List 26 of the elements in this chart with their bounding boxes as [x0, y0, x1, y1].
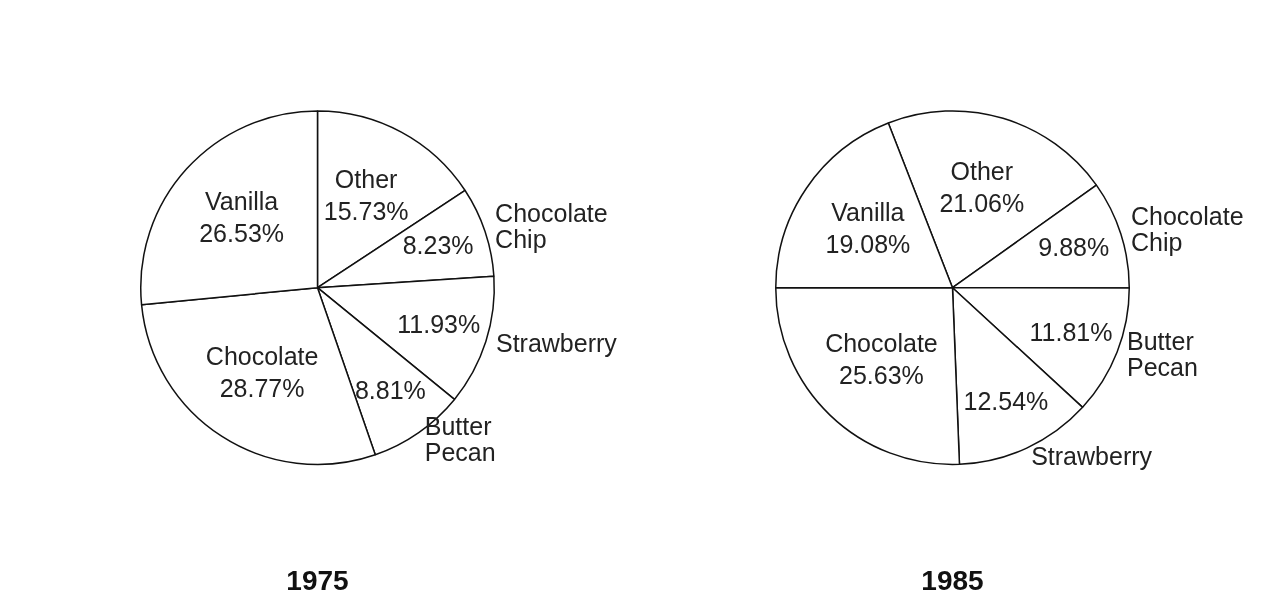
- data-label: 11.81%: [1029, 317, 1113, 346]
- data-label: 21.06%: [939, 189, 1025, 218]
- slice-label: Other: [950, 157, 1014, 186]
- data-label: 11.93%: [397, 310, 481, 339]
- data-label: 15.73%: [323, 197, 409, 226]
- data-label: 25.63%: [839, 361, 924, 390]
- data-label: 8.23%: [402, 231, 474, 260]
- slice-label: Chocolate: [825, 329, 938, 358]
- slice-label: Chocolate Chip: [1130, 201, 1244, 256]
- data-label: 12.54%: [963, 387, 1049, 416]
- slice-label: Vanilla: [205, 186, 279, 215]
- slice-label: Butter Pecan: [424, 412, 496, 467]
- data-label: 9.88%: [1038, 232, 1110, 261]
- slice-label: Butter Pecan: [1127, 326, 1198, 381]
- data-label: 19.08%: [825, 229, 911, 258]
- data-label: 26.53%: [199, 218, 285, 247]
- slice-label: Vanilla: [831, 197, 905, 226]
- slice-label: Chocolate Chip: [495, 198, 608, 253]
- slice-label: Strawberry: [1031, 441, 1153, 470]
- data-label: 28.77%: [219, 373, 305, 402]
- slice-label: Chocolate: [205, 341, 319, 370]
- slice-label: Other: [334, 165, 398, 194]
- data-label: 8.81%: [354, 375, 426, 404]
- text: 1985: [921, 564, 984, 596]
- text: 1975: [286, 564, 349, 596]
- slice-label: Strawberry: [495, 328, 618, 357]
